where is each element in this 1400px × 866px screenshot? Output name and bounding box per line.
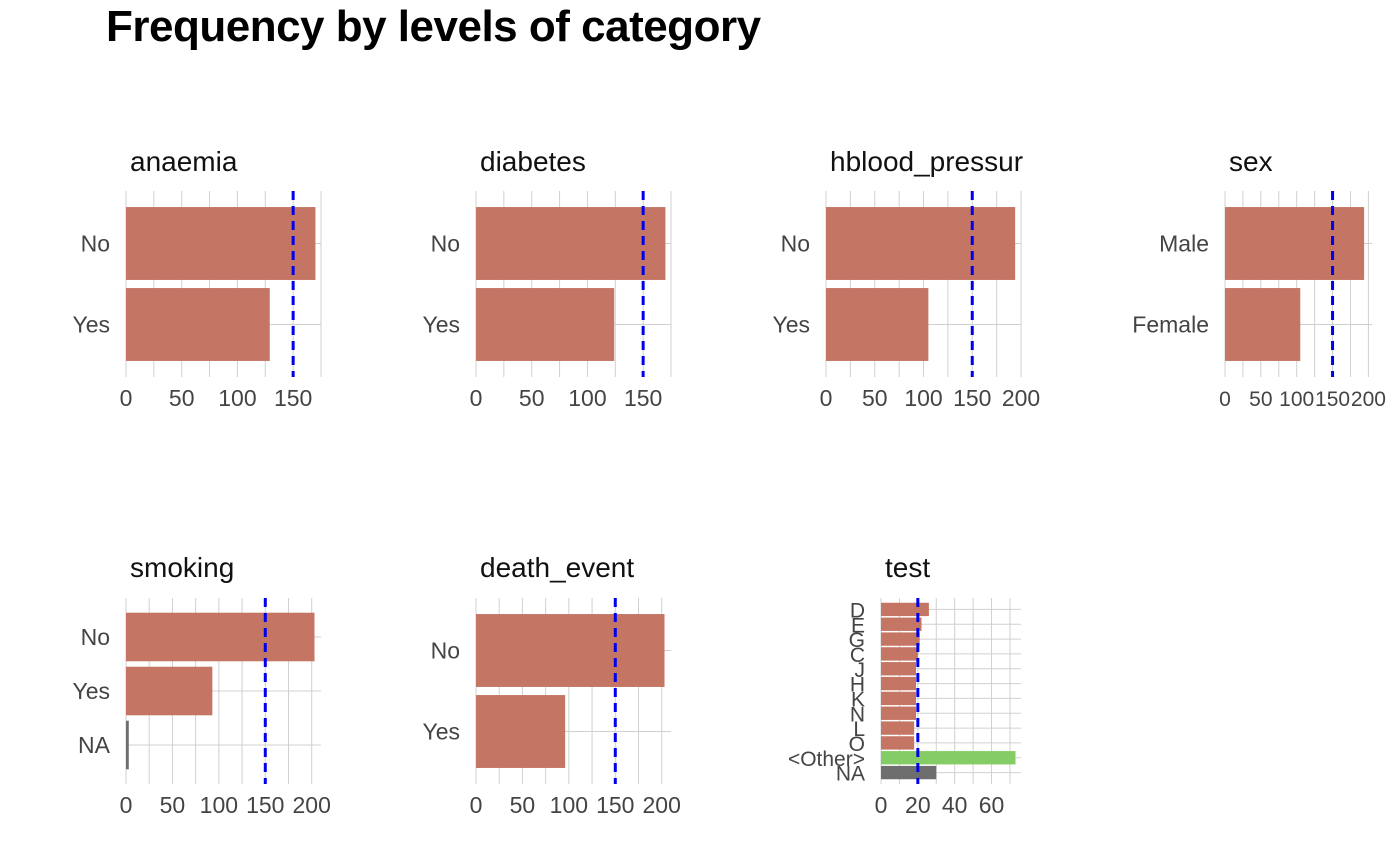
x-tick-label: 100: [200, 792, 238, 818]
x-tick-label: 0: [875, 792, 888, 818]
category-label: N: [850, 703, 865, 726]
panel-anaemia: anaemia No Yes 0 50 100 150: [72, 146, 322, 411]
panel-title: diabetes: [480, 146, 586, 177]
bar-c: [881, 647, 918, 661]
x-tick-label: 150: [274, 385, 312, 411]
x-tick-label: 50: [519, 385, 545, 411]
panel-hblood-pressur: hblood_pressur No Yes 0 50 100 150 200: [772, 146, 1040, 411]
bar-no: [476, 207, 666, 280]
category-label: H: [850, 674, 865, 697]
x-tick-label: 100: [568, 385, 606, 411]
category-label: Yes: [422, 719, 460, 745]
category-label: K: [851, 688, 865, 711]
category-label: Yes: [772, 312, 810, 338]
bar-no: [826, 207, 1016, 280]
bar-yes: [126, 666, 213, 716]
bar-yes: [476, 288, 615, 361]
x-tick-label: 100: [904, 385, 942, 411]
category-label: E: [851, 614, 865, 637]
category-label: D: [850, 599, 865, 622]
panel-smoking: smoking No Yes NA 0 50 100 150 200: [72, 552, 330, 818]
x-tick-label: 150: [953, 385, 991, 411]
x-tick-label: 200: [293, 792, 331, 818]
bar-na: [126, 720, 129, 770]
x-tick-label: 50: [160, 792, 186, 818]
category-label: J: [855, 659, 866, 682]
bar-k: [881, 691, 916, 706]
bar-male: [1225, 207, 1365, 280]
x-tick-label: 200: [1002, 385, 1040, 411]
bar-g: [881, 632, 920, 646]
x-tick-label: 150: [1315, 388, 1350, 411]
panel-diabetes: diabetes No Yes 0 50 100 150: [422, 146, 672, 411]
panel-title: anaemia: [130, 146, 238, 177]
panel-death-event: death_event No Yes 0 50 100 150 200: [422, 552, 680, 818]
category-label: <Other>: [788, 748, 865, 771]
bar-yes: [826, 288, 929, 361]
x-tick-label: 150: [624, 385, 662, 411]
category-label: C: [850, 644, 865, 667]
category-label: NA: [836, 763, 865, 786]
panel-title: test: [885, 552, 930, 583]
bar-h: [881, 676, 916, 691]
x-tick-label: 50: [862, 385, 888, 411]
category-label: No: [431, 638, 460, 664]
category-label: No: [81, 624, 110, 650]
category-label: Yes: [72, 312, 110, 338]
x-tick-label: 0: [120, 792, 133, 818]
bar-no: [476, 614, 665, 687]
bar-no: [126, 612, 315, 662]
x-tick-label: 50: [169, 385, 195, 411]
x-tick-label: 150: [246, 792, 284, 818]
bar-j: [881, 662, 916, 676]
panel-sex: sex Male Female 0 50 100 150 200: [1132, 146, 1386, 411]
x-tick-label: 100: [550, 792, 588, 818]
x-tick-label: 200: [1351, 388, 1386, 411]
x-tick-label: 200: [643, 792, 681, 818]
x-tick-label: 100: [1279, 388, 1314, 411]
category-label: NA: [78, 732, 111, 758]
x-tick-label: 40: [942, 792, 968, 818]
x-tick-label: 100: [218, 385, 256, 411]
x-tick-label: 60: [979, 792, 1005, 818]
bar-l: [881, 721, 915, 735]
bar-na: [881, 765, 937, 780]
bar-other: [881, 751, 1016, 765]
category-label: Yes: [422, 312, 460, 338]
x-tick-label: 150: [596, 792, 634, 818]
panel-title: smoking: [130, 552, 234, 583]
category-label: Male: [1159, 231, 1209, 257]
x-tick-label: 50: [510, 792, 536, 818]
panel-title: hblood_pressur: [830, 146, 1023, 177]
x-tick-label: 0: [820, 385, 833, 411]
page-title: Frequency by levels of category: [106, 2, 761, 51]
bar-yes: [126, 288, 270, 361]
bar-no: [126, 207, 316, 280]
category-label: G: [849, 629, 865, 652]
category-label: L: [853, 718, 865, 741]
bar-female: [1225, 288, 1301, 361]
x-tick-label: 0: [470, 385, 483, 411]
bar-d: [881, 602, 929, 617]
category-label: No: [81, 231, 110, 257]
panel-title: death_event: [480, 552, 634, 583]
bar-n: [881, 706, 916, 720]
x-tick-label: 50: [1249, 388, 1272, 411]
x-tick-label: 0: [470, 792, 483, 818]
category-label: O: [849, 733, 865, 756]
panel-title: sex: [1229, 146, 1273, 177]
category-label: Female: [1132, 312, 1209, 338]
x-tick-label: 0: [1219, 388, 1231, 411]
x-tick-label: 0: [120, 385, 133, 411]
bar-yes: [476, 695, 566, 768]
bar-e: [881, 617, 922, 631]
x-tick-label: 20: [905, 792, 931, 818]
category-label: Yes: [72, 678, 110, 704]
category-label: No: [431, 231, 460, 257]
bar-o: [881, 736, 915, 750]
category-label: No: [781, 231, 810, 257]
